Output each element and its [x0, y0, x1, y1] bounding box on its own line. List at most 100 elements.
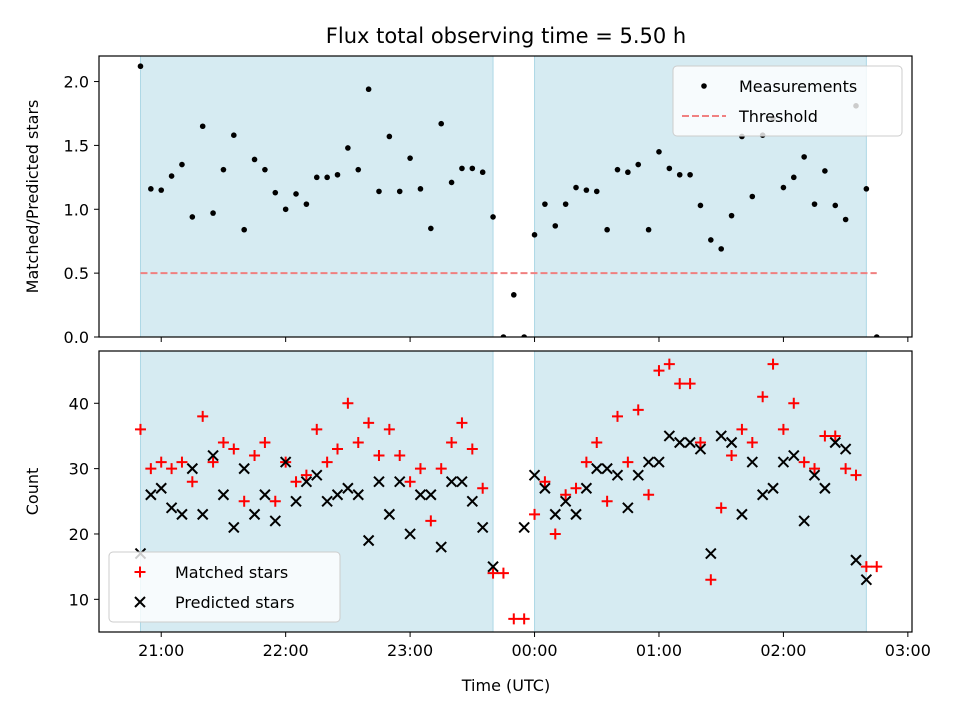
matched-point-33 — [477, 482, 489, 494]
matched-point-29 — [435, 463, 447, 475]
measurement-point-34 — [490, 214, 496, 220]
measurement-point-38 — [531, 232, 538, 238]
y-tick-label: 30 — [69, 460, 89, 479]
predicted-point-53 — [705, 547, 717, 560]
matched-point-71 — [871, 561, 883, 573]
measurement-point-54 — [697, 202, 704, 209]
measurement-point-70 — [863, 186, 870, 192]
legend-box — [672, 65, 903, 137]
predicted-point-1 — [145, 489, 157, 501]
matched-point-11 — [249, 450, 261, 462]
predicted-point-40 — [570, 508, 582, 521]
matched-point-28 — [425, 515, 437, 527]
matched-point-13 — [269, 495, 281, 507]
measurement-point-46 — [614, 166, 621, 173]
predicted-point-64 — [819, 482, 831, 494]
measurement-point-64 — [801, 154, 807, 160]
matched-point-15 — [290, 476, 302, 488]
predicted-point-33 — [476, 521, 489, 534]
measurement-point-1 — [148, 186, 154, 192]
y-tick-label: 2.0 — [64, 73, 89, 92]
legend-label: Matched stars — [175, 563, 288, 582]
matched-point-2 — [155, 456, 167, 468]
predicted-point-67 — [850, 554, 862, 566]
predicted-point-31 — [456, 475, 468, 488]
x-tick-label: 03:00 — [885, 641, 931, 660]
predicted-point-59 — [767, 482, 779, 494]
measurement-point-44 — [593, 188, 600, 195]
y-tick-label: 20 — [69, 525, 89, 544]
matched-point-47 — [622, 456, 634, 468]
measurement-point-45 — [604, 226, 610, 233]
matched-point-59 — [746, 436, 758, 448]
predicted-point-48 — [653, 456, 665, 468]
predicted-point-30 — [445, 475, 458, 488]
matched-point-46 — [611, 410, 623, 422]
measurement-point-28 — [428, 225, 434, 232]
y-tick-label: 1.0 — [64, 200, 89, 219]
predicted-point-54 — [715, 430, 727, 442]
measurement-point-23 — [376, 188, 382, 195]
x-tick-label: 01:00 — [636, 641, 682, 660]
measurement-point-29 — [438, 120, 445, 127]
data-points-0 — [137, 63, 880, 337]
predicted-point-3 — [165, 502, 178, 514]
measurement-point-27 — [417, 186, 424, 192]
predicted-point-15 — [290, 495, 302, 508]
measurement-point-20 — [345, 145, 351, 151]
measurement-point-2 — [158, 187, 165, 193]
measurement-point-15 — [293, 191, 299, 197]
measurement-point-11 — [251, 156, 258, 163]
legend-label: Measurements — [739, 77, 857, 96]
predicted-point-57 — [746, 456, 759, 468]
matched-point-43 — [580, 456, 592, 468]
legend-1: Matched stars Predicted stars — [108, 551, 341, 623]
measurement-point-47 — [625, 169, 631, 176]
measurement-point-18 — [324, 174, 330, 181]
predicted-point-34 — [487, 560, 499, 573]
predicted-point-44 — [611, 469, 624, 481]
predicted-point-68 — [860, 574, 873, 586]
matched-point-50 — [653, 365, 665, 377]
predicted-point-52 — [694, 443, 707, 455]
matched-point-63 — [788, 397, 800, 409]
matched-point-10 — [238, 495, 250, 507]
matched-point-54 — [694, 436, 706, 448]
predicted-point-21 — [352, 489, 364, 501]
legend-label: Threshold — [738, 107, 818, 126]
matched-point-66 — [819, 430, 831, 442]
matched-point-22 — [363, 417, 375, 429]
predicted-point-18 — [321, 495, 333, 508]
predicted-point-50 — [674, 436, 686, 449]
predicted-point-63 — [808, 469, 821, 481]
predicted-point-11 — [248, 508, 261, 521]
predicted-point-55 — [725, 436, 738, 449]
measurement-point-21 — [355, 166, 362, 173]
measurement-point-8 — [220, 166, 227, 173]
measurement-point-9 — [231, 132, 237, 138]
measurement-point-4 — [179, 161, 185, 168]
matched-point-23 — [373, 450, 385, 462]
matched-point-6 — [197, 410, 209, 422]
y-tick-label: 0.0 — [64, 328, 89, 347]
predicted-point-5 — [186, 462, 199, 475]
measurement-point-17 — [313, 174, 320, 181]
x-tick-label: 22:00 — [263, 641, 309, 660]
matched-point-67 — [829, 430, 841, 442]
matched-point-65 — [809, 463, 821, 475]
matched-point-39 — [539, 476, 551, 488]
predicted-point-25 — [394, 475, 406, 488]
predicted-point-51 — [684, 436, 696, 449]
x-tick-label: 00:00 — [511, 641, 557, 660]
y-tick-label: 40 — [69, 394, 89, 413]
matched-point-5 — [186, 476, 198, 488]
matched-point-34 — [487, 567, 499, 579]
matched-point-42 — [570, 482, 582, 494]
x-axis-label: Time (UTC) — [461, 676, 550, 695]
matched-point-31 — [456, 417, 468, 429]
measurement-point-25 — [396, 188, 403, 195]
matched-point-60 — [757, 391, 769, 403]
measurement-point-0 — [137, 63, 144, 70]
matched-point-17 — [311, 423, 323, 435]
predicted-point-20 — [342, 482, 354, 494]
